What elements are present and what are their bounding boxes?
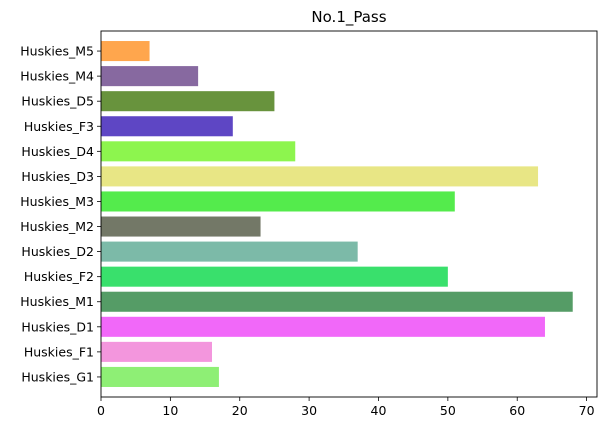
x-tick-label-70: 70 xyxy=(579,403,595,418)
bar-huskies-m5 xyxy=(101,41,150,62)
bar-huskies-d5 xyxy=(101,91,275,112)
plot-frame xyxy=(100,30,598,398)
bar-huskies-d2 xyxy=(101,241,358,262)
bar-huskies-m2 xyxy=(101,216,261,237)
y-tick-label-huskies-m2: Huskies_M2 xyxy=(20,219,94,234)
y-tick-label-huskies-d2: Huskies_D2 xyxy=(21,244,94,259)
x-tick-label-40: 40 xyxy=(371,403,387,418)
y-tick-label-huskies-m3: Huskies_M3 xyxy=(20,194,94,209)
x-tick-label-0: 0 xyxy=(97,403,105,418)
y-tick-label-huskies-f1: Huskies_F1 xyxy=(24,344,94,359)
y-tick-label-huskies-d3: Huskies_D3 xyxy=(21,169,94,184)
x-tick-label-60: 60 xyxy=(509,403,525,418)
y-tick-label-huskies-m4: Huskies_M4 xyxy=(20,69,94,84)
bar-huskies-f3 xyxy=(101,116,233,137)
y-tick-label-huskies-d1: Huskies_D1 xyxy=(21,319,94,334)
y-tick-label-huskies-f2: Huskies_F2 xyxy=(24,269,94,284)
axes-group: Huskies_M5 Huskies_M4 Huskies_D5 Huskies_F3… xyxy=(20,30,598,418)
bars-group xyxy=(101,41,573,387)
bar-huskies-m1 xyxy=(101,291,573,312)
x-tick-label-20: 20 xyxy=(232,403,248,418)
y-tick-label-huskies-g1: Huskies_G1 xyxy=(21,369,94,384)
bar-huskies-m4 xyxy=(101,66,199,87)
x-tick-label-10: 10 xyxy=(162,403,178,418)
y-tick-label-huskies-d5: Huskies_D5 xyxy=(21,94,94,109)
bar-huskies-d4 xyxy=(101,141,296,162)
bar-huskies-g1 xyxy=(101,366,219,387)
x-tick-label-30: 30 xyxy=(301,403,317,418)
chart-title: No.1_Pass xyxy=(311,8,386,27)
y-tick-label-huskies-f3: Huskies_F3 xyxy=(24,119,94,134)
bar-huskies-d1 xyxy=(101,316,545,337)
bar-huskies-d3 xyxy=(101,166,539,187)
y-tick-label-huskies-m1: Huskies_M1 xyxy=(20,294,94,309)
x-tick-label-50: 50 xyxy=(440,403,456,418)
bar-huskies-f1 xyxy=(101,341,212,362)
y-tick-label-huskies-m5: Huskies_M5 xyxy=(20,44,94,59)
bar-huskies-f2 xyxy=(101,266,448,287)
y-tick-label-huskies-d4: Huskies_D4 xyxy=(21,144,94,159)
bar-huskies-m3 xyxy=(101,191,455,212)
